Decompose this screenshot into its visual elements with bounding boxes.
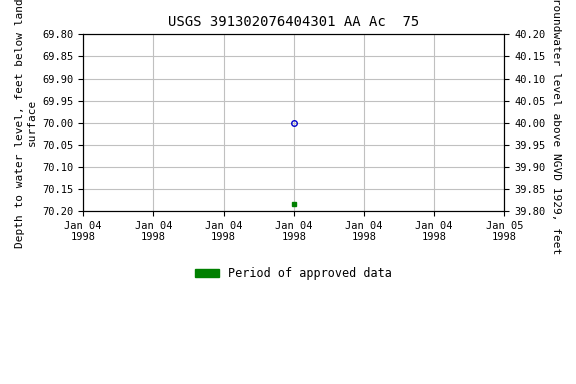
Legend: Period of approved data: Period of approved data bbox=[191, 262, 397, 285]
Y-axis label: Depth to water level, feet below land
surface: Depth to water level, feet below land su… bbox=[15, 0, 37, 248]
Y-axis label: Groundwater level above NGVD 1929, feet: Groundwater level above NGVD 1929, feet bbox=[551, 0, 561, 254]
Title: USGS 391302076404301 AA Ac  75: USGS 391302076404301 AA Ac 75 bbox=[168, 15, 419, 29]
